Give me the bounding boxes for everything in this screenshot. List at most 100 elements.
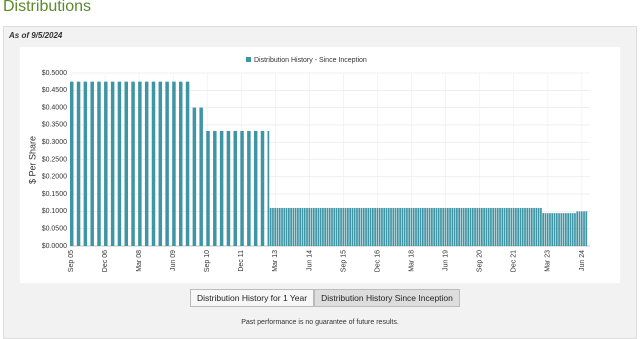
heading: Distributions — [3, 0, 92, 15]
legend-label[interactable]: Distribution History - Since Inception — [254, 57, 367, 64]
y-tick-label: $0.1000 — [42, 208, 67, 215]
bar — [353, 207, 356, 246]
bar — [274, 207, 277, 246]
button[interactable]: Distribution History for 1 Year — [190, 289, 315, 307]
bar — [431, 207, 433, 246]
bar — [419, 207, 422, 246]
bar — [585, 211, 588, 246]
bar — [185, 81, 190, 247]
bar — [376, 207, 379, 246]
y-tick-label: $0.3000 — [42, 139, 67, 146]
bar — [494, 207, 497, 246]
y-tick-label: $0.2500 — [42, 156, 67, 163]
bar — [558, 213, 560, 246]
bar — [396, 207, 399, 246]
bar — [315, 207, 317, 246]
bar — [358, 207, 361, 246]
bar — [387, 207, 390, 246]
y-tick-label: $0.1500 — [42, 191, 67, 198]
x-tick-label: Sep 05 — [68, 250, 75, 272]
bar — [481, 207, 483, 246]
bar — [535, 207, 538, 246]
bar — [528, 207, 531, 246]
x-tick-label: Jun 24 — [579, 250, 586, 271]
bar — [551, 213, 554, 246]
bar — [299, 207, 302, 246]
x-tick-label: Mar 23 — [545, 250, 552, 272]
bar — [308, 207, 311, 246]
bar — [260, 130, 265, 246]
bar — [576, 211, 579, 246]
bar — [392, 207, 395, 246]
bar — [83, 81, 88, 247]
bar — [487, 207, 490, 246]
bar — [283, 207, 286, 246]
bar — [233, 130, 237, 246]
bar — [537, 207, 540, 246]
bar — [562, 213, 565, 246]
bar — [467, 207, 470, 246]
bar — [442, 207, 445, 246]
bar — [90, 81, 94, 247]
legend-swatch[interactable] — [246, 57, 251, 62]
bar — [151, 81, 156, 247]
bar — [365, 207, 367, 246]
bar — [356, 207, 358, 246]
bar — [471, 207, 474, 246]
bar — [331, 207, 333, 246]
bar — [326, 207, 329, 246]
bar — [499, 207, 501, 246]
bar — [560, 213, 563, 246]
y-tick-label: $0.5000 — [42, 70, 67, 77]
bar — [401, 207, 404, 246]
bar — [512, 207, 515, 246]
bar — [521, 207, 524, 246]
bar — [526, 207, 529, 246]
button[interactable]: Distribution History Since Inception — [314, 289, 460, 307]
x-tick-label: Sep 15 — [340, 250, 347, 272]
bar — [469, 207, 472, 246]
bar — [571, 213, 574, 246]
bar — [440, 207, 442, 246]
bar — [415, 207, 417, 246]
x-tick-label: Jun 14 — [306, 250, 313, 271]
bar — [437, 207, 440, 246]
bar — [519, 207, 522, 246]
bar — [478, 207, 481, 246]
bar — [410, 207, 413, 246]
bar — [372, 207, 374, 246]
bar — [578, 211, 581, 246]
bar — [565, 213, 567, 246]
bar — [158, 81, 163, 247]
bar — [374, 207, 376, 246]
bar — [449, 207, 451, 246]
bar — [456, 207, 458, 246]
bar — [124, 81, 128, 247]
bar — [399, 207, 401, 246]
bar — [424, 207, 426, 246]
bar — [306, 207, 308, 246]
bar — [417, 207, 420, 246]
bar — [297, 207, 299, 246]
bar — [319, 207, 322, 246]
bar — [337, 207, 340, 246]
bar — [515, 207, 517, 246]
bar — [335, 207, 338, 246]
bar — [247, 130, 251, 246]
bar — [97, 81, 101, 247]
bar — [253, 130, 258, 246]
bar — [462, 207, 465, 246]
bar — [517, 207, 520, 246]
bar — [403, 207, 406, 246]
bar — [172, 81, 176, 247]
bar — [131, 81, 135, 247]
bar — [342, 207, 345, 246]
bar — [165, 81, 169, 247]
bar — [542, 213, 545, 246]
y-tick-label: $0.4000 — [42, 104, 67, 111]
bar — [285, 207, 288, 246]
bar — [317, 207, 320, 246]
footnote: Past performance is no guarantee of futu… — [241, 319, 399, 326]
x-tick-label: Mar 08 — [136, 250, 143, 272]
